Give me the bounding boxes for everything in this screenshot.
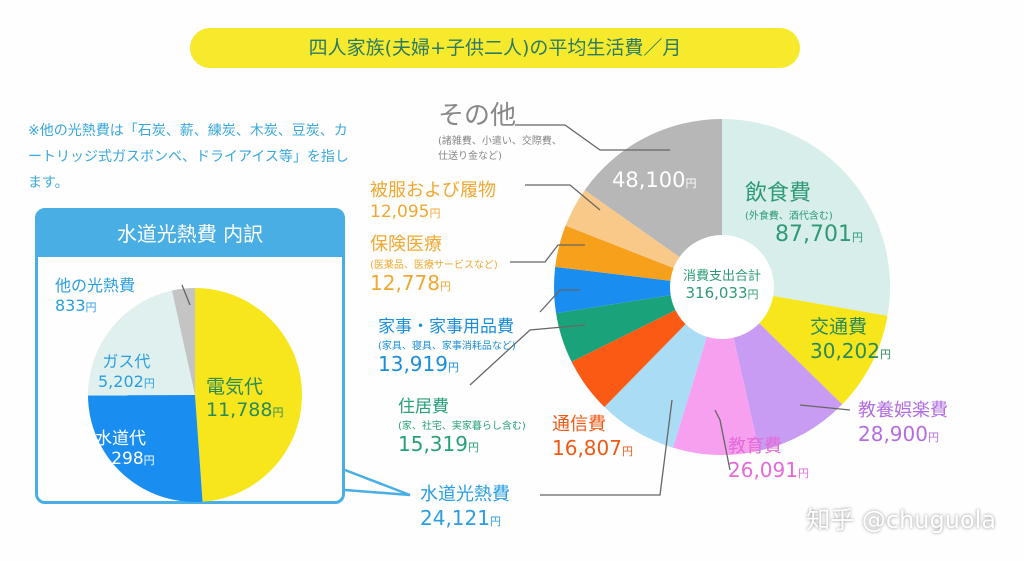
leader-line <box>525 184 601 211</box>
label-utilities: 水道光熱費 24,121円 <box>420 484 510 530</box>
pie-slice <box>673 287 760 455</box>
pie-slice <box>171 288 195 395</box>
label-entertainment: 教養娯楽費 28,900円 <box>858 400 948 446</box>
value-other: 48,100円 <box>612 168 697 192</box>
callout-pointer <box>344 468 411 497</box>
donut-hole <box>670 235 774 339</box>
label-housing: 住居費 (家、社宅、実家暮らし含む) 15,319円 <box>398 397 526 456</box>
label-electricity: 電気代 11,788円 <box>206 376 284 421</box>
label-communication: 通信費 16,807円 <box>552 414 633 460</box>
leader-line <box>539 289 580 313</box>
center-total: 消費支出合計 316,033円 <box>682 269 761 302</box>
label-gas: ガス代 5,202円 <box>98 352 155 391</box>
pie-slice <box>88 395 203 502</box>
watermark: 知乎 @chuguola <box>806 506 996 534</box>
label-transport: 交通費 30,202円 <box>810 316 891 363</box>
main-pie <box>553 119 890 455</box>
panel-title: 水道光熱費 内訳 <box>38 211 342 257</box>
leader-line <box>540 399 673 496</box>
pie-slice <box>195 288 303 502</box>
label-medical: 保険医療 (医薬品、医療サービスなど) 12,778円 <box>370 234 498 295</box>
utility-breakdown-panel: 水道光熱費 内訳 <box>35 208 345 504</box>
leader-line <box>515 124 670 151</box>
label-clothing: 被服および履物 12,095円 <box>370 180 496 222</box>
pie-slice <box>584 119 722 287</box>
label-water: 水道代 6,298円 <box>95 429 155 469</box>
leader-line <box>181 284 191 306</box>
label-food: 飲食費 (外食費、酒代含む) 87,701円 <box>745 181 863 247</box>
leader-line <box>714 409 731 471</box>
pie-slice <box>87 290 195 396</box>
leader-line <box>469 324 586 386</box>
label-household: 家事・家事用品費 (家具、寝具、家事消耗品など) 13,919円 <box>378 317 516 376</box>
leader-line <box>510 244 585 263</box>
footnote: ※他の光熱費は「石炭、薪、練炭、木炭、豆炭、カートリッジ式ガスボンベ、ドライアイ… <box>28 123 349 191</box>
leader-lines <box>181 124 851 497</box>
label-education: 教育費 26,091円 <box>728 436 809 482</box>
label-other: その他 (諸雑費、小遣い、交際費、仕送り金など) <box>438 101 562 162</box>
leader-line <box>799 404 851 411</box>
page-title: 四人家族(夫婦+子供二人)の平均生活費／月 <box>190 28 800 68</box>
utility-pie <box>87 288 303 502</box>
label-other-fuel: 他の光熱費 833円 <box>55 276 136 315</box>
pie-slice <box>553 266 722 314</box>
